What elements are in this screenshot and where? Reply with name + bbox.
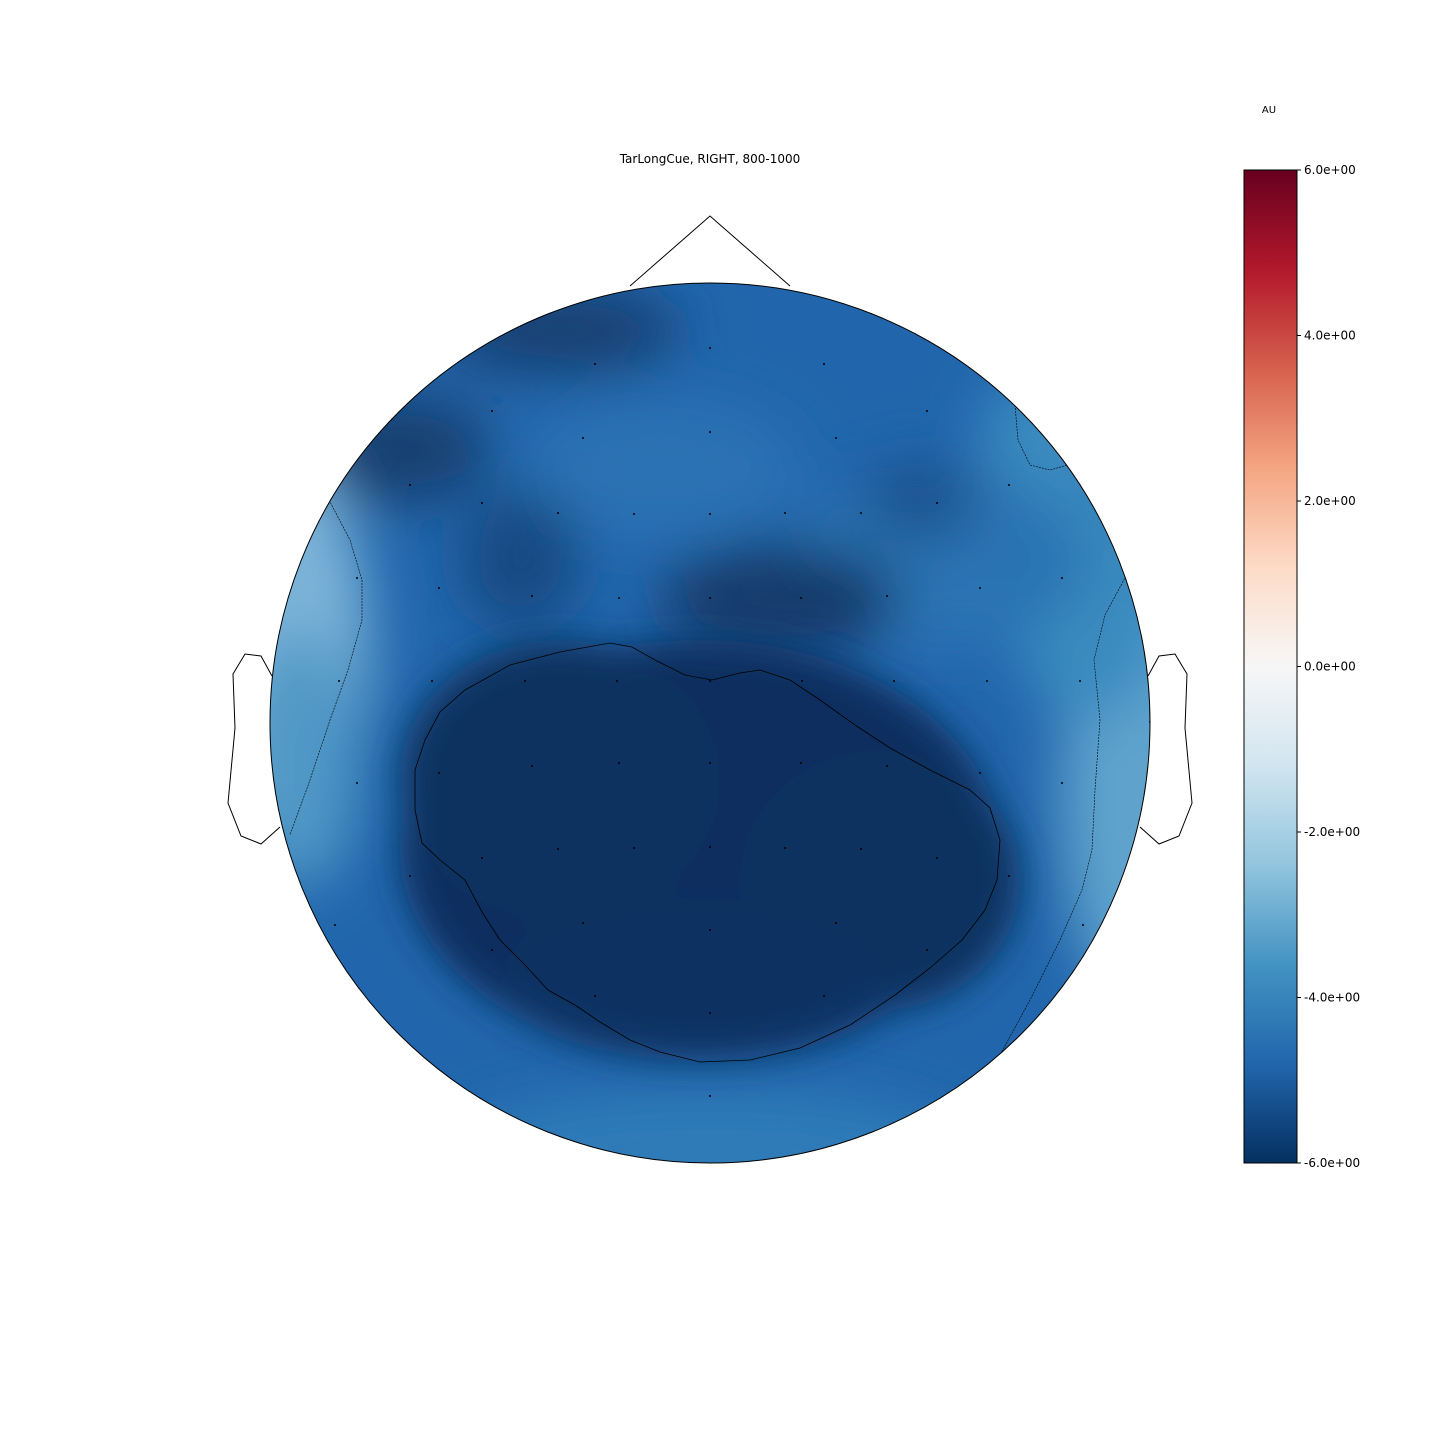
sensor-marker xyxy=(524,680,526,682)
sensor-marker xyxy=(618,762,620,764)
sensor-marker xyxy=(1061,577,1063,579)
sensor-marker xyxy=(709,846,711,848)
sensor-marker xyxy=(936,857,938,859)
head-nose xyxy=(629,215,791,287)
sensor-marker xyxy=(409,875,411,877)
sensor-marker xyxy=(582,437,584,439)
sensor-marker xyxy=(481,502,483,504)
sensor-marker xyxy=(356,782,358,784)
sensor-marker xyxy=(582,922,584,924)
sensor-marker xyxy=(800,762,802,764)
sensor-marker xyxy=(860,512,862,514)
sensor-marker xyxy=(438,772,440,774)
sensor-marker xyxy=(1008,875,1010,877)
sensor-marker xyxy=(979,772,981,774)
sensor-marker xyxy=(338,680,340,682)
sensor-marker xyxy=(823,995,825,997)
sensor-marker xyxy=(334,924,336,926)
head-left-ear xyxy=(227,653,281,845)
sensor-marker xyxy=(618,597,620,599)
colorbar-tick-label: 4.0e+00 xyxy=(1304,329,1356,343)
sensor-marker xyxy=(481,857,483,859)
sensor-marker xyxy=(709,1012,711,1014)
sensor-marker xyxy=(823,363,825,365)
sensor-marker xyxy=(356,577,358,579)
sensor-marker xyxy=(709,929,711,931)
topomap-field xyxy=(270,283,1150,1163)
sensor-marker xyxy=(709,347,711,349)
sensor-marker xyxy=(531,595,533,597)
sensor-marker xyxy=(594,363,596,365)
sensor-marker xyxy=(709,431,711,433)
sensor-marker xyxy=(557,848,559,850)
sensor-marker xyxy=(616,680,618,682)
sensor-marker xyxy=(926,410,928,412)
colorbar-tick-label: -6.0e+00 xyxy=(1304,1156,1360,1170)
colorbar-tick-label: 6.0e+00 xyxy=(1304,163,1356,177)
sensor-marker xyxy=(1061,782,1063,784)
sensor-marker xyxy=(784,512,786,514)
sensor-marker xyxy=(709,597,711,599)
sensor-marker xyxy=(1082,924,1084,926)
sensor-marker xyxy=(986,680,988,682)
sensor-marker xyxy=(784,847,786,849)
sensor-marker xyxy=(709,1095,711,1097)
colorbar-tick-label: -2.0e+00 xyxy=(1304,825,1360,839)
sensor-marker xyxy=(835,922,837,924)
sensor-marker xyxy=(709,680,711,682)
colorbar-unit-label: AU xyxy=(1262,105,1276,116)
sensor-marker xyxy=(801,680,803,682)
contour-line xyxy=(999,575,1127,1056)
sensor-marker xyxy=(936,502,938,504)
head-outline xyxy=(269,282,1151,1164)
sensor-marker xyxy=(835,437,837,439)
sensor-marker xyxy=(633,847,635,849)
sensor-marker xyxy=(431,680,433,682)
sensor-marker xyxy=(557,512,559,514)
sensor-marker xyxy=(1008,484,1010,486)
sensor-marker xyxy=(709,513,711,515)
sensor-marker xyxy=(886,765,888,767)
sensor-marker xyxy=(1079,680,1081,682)
colorbar-tick-label: -4.0e+00 xyxy=(1304,991,1360,1005)
contour-line xyxy=(289,499,363,836)
sensor-marker xyxy=(491,410,493,412)
head-right-ear xyxy=(1139,653,1193,845)
sensor-marker xyxy=(886,595,888,597)
sensor-marker xyxy=(491,949,493,951)
sensor-marker xyxy=(438,587,440,589)
sensor-marker xyxy=(800,597,802,599)
colorbar-tick-label: 2.0e+00 xyxy=(1304,494,1356,508)
sensor-marker xyxy=(979,587,981,589)
colorbar-ticks: 6.0e+00 4.0e+00 2.0e+00 0.0e+00 -2.0e+00 -4.0… xyxy=(1297,163,1360,1170)
chart-title: TarLongCue, RIGHT, 800-1000 xyxy=(619,152,801,166)
sensor-marker xyxy=(860,848,862,850)
contour-line xyxy=(414,642,1001,1063)
colorbar-tick-label: 0.0e+00 xyxy=(1304,660,1356,674)
sensor-marker xyxy=(709,762,711,764)
colorbar xyxy=(1243,169,1298,1164)
sensor-marker xyxy=(531,765,533,767)
sensor-marker xyxy=(594,995,596,997)
sensor-marker xyxy=(633,513,635,515)
sensor-markers xyxy=(334,347,1150,1097)
sensor-marker xyxy=(926,949,928,951)
sensor-marker xyxy=(409,484,411,486)
sensor-marker xyxy=(893,680,895,682)
